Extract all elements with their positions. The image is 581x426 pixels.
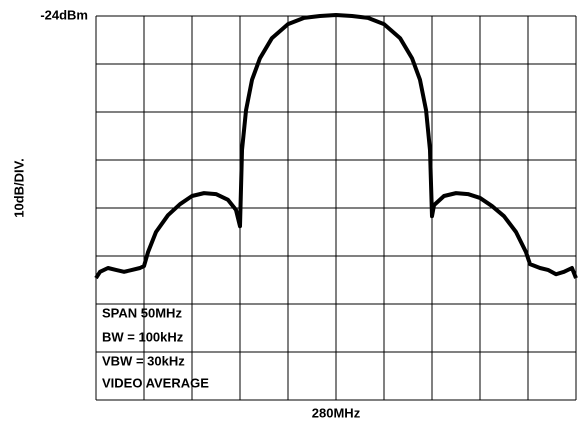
y-tick-label: -24dBm xyxy=(40,7,88,22)
annotation: VIDEO AVERAGE xyxy=(102,375,209,390)
annotation: SPAN 50MHz xyxy=(102,305,182,320)
trace xyxy=(94,13,578,280)
x-tick-label: 280MHz xyxy=(312,405,361,420)
y-axis-label: 10dB/DIV. xyxy=(11,158,26,218)
annotation: BW = 100kHz xyxy=(102,329,184,344)
